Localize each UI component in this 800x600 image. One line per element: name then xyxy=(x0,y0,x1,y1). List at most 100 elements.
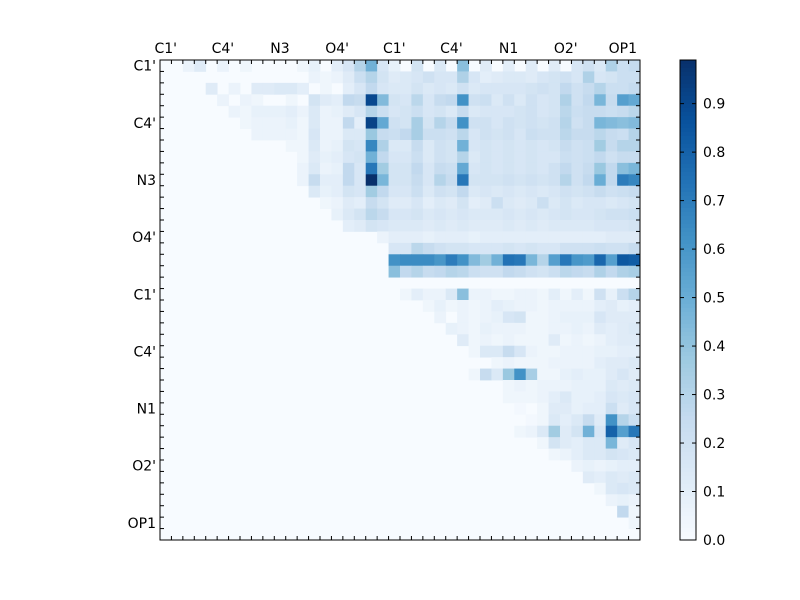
heatmap-cell xyxy=(537,71,549,84)
heatmap-cell xyxy=(457,128,469,141)
heatmap-cell xyxy=(605,71,618,84)
heatmap-cell xyxy=(388,162,401,175)
colorbar-segment xyxy=(680,172,696,177)
heatmap-cell xyxy=(422,117,435,129)
colorbar-segment xyxy=(680,460,696,465)
heatmap-cell xyxy=(514,242,527,255)
heatmap-cell xyxy=(320,197,332,209)
colorbar-segment xyxy=(680,304,696,309)
heatmap-cell xyxy=(331,197,344,209)
heatmap-cell xyxy=(240,94,252,107)
heatmap-cell xyxy=(560,242,572,255)
heatmap-cell xyxy=(411,60,424,72)
heatmap-cell xyxy=(228,82,241,95)
heatmap-cell xyxy=(594,208,607,221)
heatmap-cell xyxy=(594,197,607,209)
heatmap-cell xyxy=(445,265,458,278)
heatmap-cell xyxy=(377,105,389,118)
heatmap-cell xyxy=(262,117,275,129)
heatmap-cell xyxy=(457,174,469,187)
heatmap-cell xyxy=(320,117,332,129)
heatmap-cell xyxy=(617,311,629,324)
heatmap-cell xyxy=(422,242,435,255)
colorbar-segment xyxy=(680,252,696,257)
heatmap-cell xyxy=(502,345,515,358)
heatmap-cell xyxy=(422,265,435,278)
heatmap-cell xyxy=(628,254,641,267)
heatmap-cell xyxy=(560,322,572,335)
colorbar-segment xyxy=(680,520,696,525)
heatmap-cell xyxy=(548,208,561,221)
heatmap-cell xyxy=(605,311,618,324)
colorbar-segment xyxy=(680,88,696,93)
heatmap-cell xyxy=(582,448,595,461)
heatmap-cell xyxy=(422,208,435,221)
heatmap-cell xyxy=(514,117,527,129)
heatmap-cell xyxy=(617,254,629,267)
heatmap-cell xyxy=(342,60,355,72)
heatmap-cell xyxy=(377,185,389,198)
heatmap-cell xyxy=(605,117,618,129)
heatmap-cell xyxy=(491,197,504,209)
heatmap-cell xyxy=(571,425,584,438)
heatmap-cell xyxy=(445,174,458,187)
heatmap-cell xyxy=(628,345,641,358)
heatmap-cell xyxy=(617,94,629,107)
heatmap-cell xyxy=(548,334,561,347)
heatmap-cell xyxy=(548,437,561,449)
colorbar-segment xyxy=(680,500,696,505)
heatmap-cell xyxy=(434,185,447,198)
heatmap-cell xyxy=(388,105,401,118)
heatmap-cell xyxy=(537,140,549,152)
heatmap-cell xyxy=(617,482,629,495)
heatmap-cell xyxy=(388,265,401,278)
heatmap-cell xyxy=(365,151,378,164)
heatmap-cell xyxy=(628,128,641,141)
heatmap-cell xyxy=(308,105,321,118)
colorbar-segment xyxy=(680,368,696,373)
heatmap-cell xyxy=(502,60,515,72)
heatmap-cell xyxy=(240,105,252,118)
heatmap-cell xyxy=(480,208,492,221)
heatmap-cell xyxy=(285,94,298,107)
heatmap-cell xyxy=(468,334,481,347)
heatmap-cell xyxy=(525,300,538,312)
heatmap-cell xyxy=(502,197,515,209)
heatmap-cell xyxy=(594,128,607,141)
heatmap-cell xyxy=(262,82,275,95)
colorbar-segment xyxy=(680,264,696,269)
heatmap-cell xyxy=(525,345,538,358)
heatmap-cell xyxy=(468,71,481,84)
heatmap-cell xyxy=(285,82,298,95)
heatmap-cell xyxy=(514,220,527,232)
heatmap-cell xyxy=(560,128,572,141)
heatmap-cell xyxy=(411,140,424,152)
heatmap-cell xyxy=(480,242,492,255)
colorbar-segment xyxy=(680,84,696,89)
heatmap-cell xyxy=(617,425,629,438)
heatmap-cell xyxy=(491,334,504,347)
heatmap-cell xyxy=(434,208,447,221)
heatmap-cell xyxy=(480,60,492,72)
heatmap-cell xyxy=(480,71,492,84)
heatmap-cell xyxy=(491,368,504,381)
colorbar-segment xyxy=(680,72,696,77)
heatmap-cells xyxy=(160,60,641,540)
heatmap-cell xyxy=(617,437,629,449)
heatmap-cell xyxy=(365,60,378,72)
heatmap-cell xyxy=(331,128,344,141)
heatmap-cell xyxy=(605,482,618,495)
heatmap-cell xyxy=(354,140,367,152)
heatmap-cell xyxy=(480,345,492,358)
heatmap-cell xyxy=(628,220,641,232)
colorbar-segment xyxy=(680,476,696,481)
heatmap-cell xyxy=(445,254,458,267)
heatmap-cell xyxy=(582,60,595,72)
heatmap-cell xyxy=(628,117,641,129)
heatmap-cell xyxy=(377,151,389,164)
heatmap-cell xyxy=(274,117,287,129)
heatmap-cell xyxy=(251,128,264,141)
colorbar-segment xyxy=(680,224,696,229)
heatmap-cell xyxy=(411,117,424,129)
heatmap-cell xyxy=(377,231,389,244)
